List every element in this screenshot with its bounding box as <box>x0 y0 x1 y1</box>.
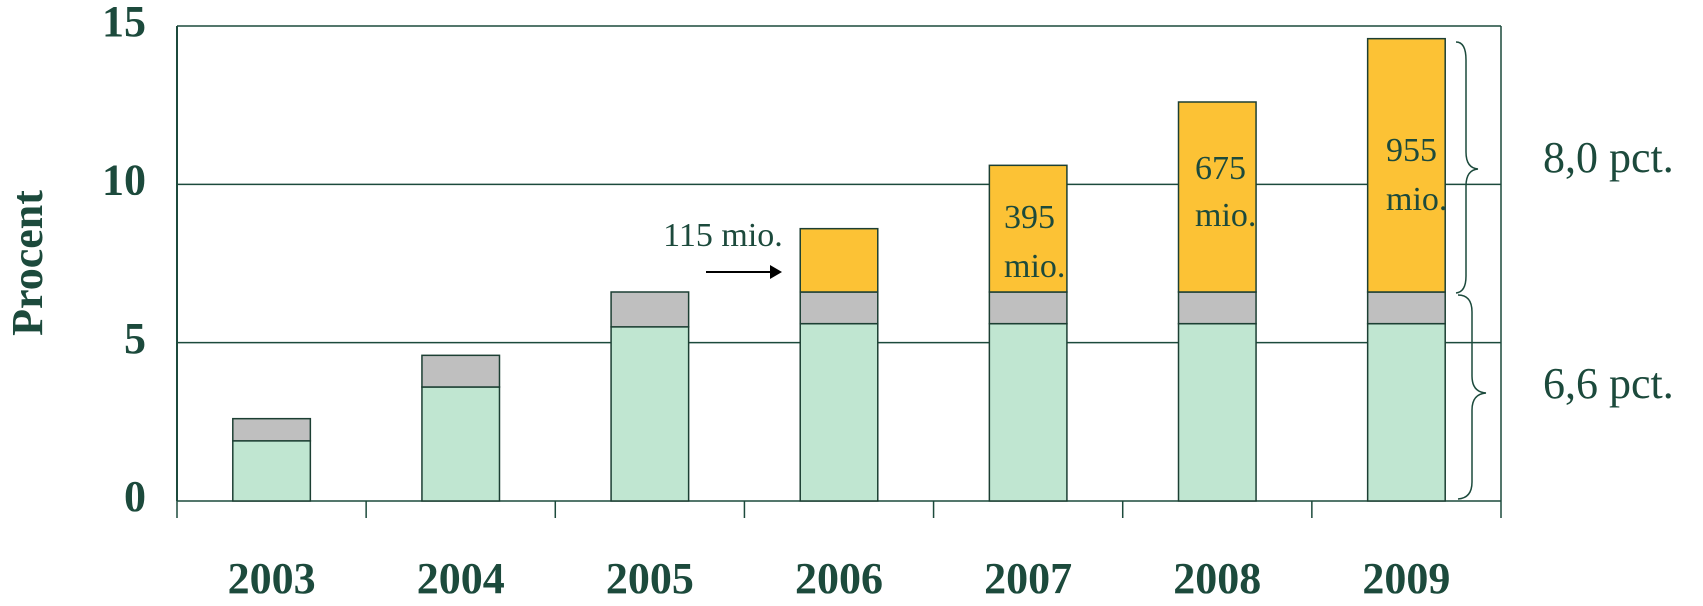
bracket-label: 8,0 pct. <box>1543 133 1674 182</box>
y-tick-label: 10 <box>102 155 146 204</box>
bar-segment <box>799 227 879 293</box>
annotation: 115 mio. <box>663 217 783 254</box>
annotation: 395 <box>1004 199 1055 236</box>
bar-segment <box>421 386 501 502</box>
annotation: mio. <box>1386 181 1447 218</box>
bar-segment <box>610 291 690 328</box>
x-tick-label: 2009 <box>1362 554 1450 603</box>
bar-segment <box>232 417 312 442</box>
annotation: 955 <box>1386 132 1437 169</box>
bar-segment <box>1366 322 1446 502</box>
bar-segment <box>1366 291 1446 325</box>
bar-segment <box>610 326 690 502</box>
brace <box>1455 41 1479 294</box>
bar-segment <box>988 322 1068 502</box>
bar-segment <box>232 440 312 502</box>
x-tick-label: 2007 <box>984 554 1072 603</box>
bar-segment <box>1366 37 1446 293</box>
x-tick-label: 2003 <box>228 554 316 603</box>
arrow-head <box>770 265 782 279</box>
bar-segment <box>799 322 879 502</box>
annotation: mio. <box>1004 248 1065 285</box>
bar-segment <box>799 291 879 325</box>
bar-segment <box>988 291 1068 325</box>
y-tick-label: 0 <box>124 472 146 521</box>
brace <box>1457 294 1487 500</box>
bar-segment <box>421 354 501 388</box>
x-tick-label: 2005 <box>606 554 694 603</box>
y-tick-label: 15 <box>102 0 146 46</box>
bar-segment <box>1177 101 1257 293</box>
y-axis-label: Procent <box>3 190 52 336</box>
x-tick-label: 2004 <box>417 554 505 603</box>
bar-segment <box>988 164 1068 293</box>
annotation: mio. <box>1195 197 1256 234</box>
bar-segment <box>1177 322 1257 502</box>
x-tick-label: 2008 <box>1173 554 1261 603</box>
x-tick-label: 2006 <box>795 554 883 603</box>
bar-segment <box>1177 291 1257 325</box>
annotation: 675 <box>1195 150 1246 187</box>
bracket-label: 6,6 pct. <box>1543 359 1674 408</box>
y-tick-label: 5 <box>124 314 146 363</box>
